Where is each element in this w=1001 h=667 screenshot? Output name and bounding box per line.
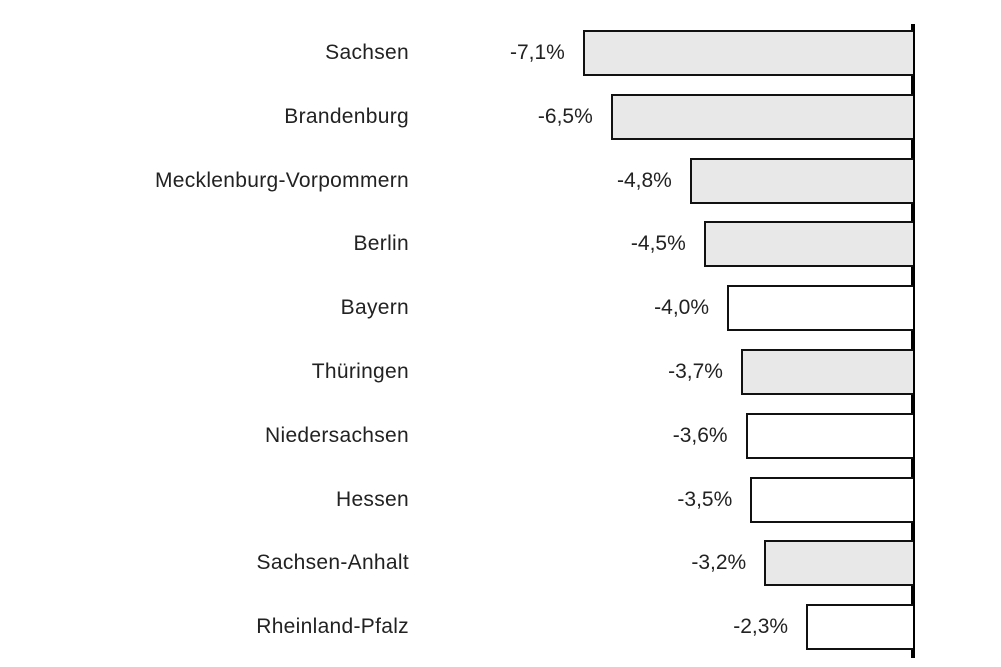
bar [806, 604, 913, 651]
value-label: -7,1% [510, 41, 565, 64]
bar-row: Sachsen -7,1% [0, 28, 1001, 78]
bar-row: Brandenburg -6,5% [0, 92, 1001, 142]
bar-row: Sachsen-Anhalt -3,2% [0, 538, 1001, 588]
bar [703, 221, 913, 268]
value-label: -4,0% [654, 296, 709, 320]
category-label: Brandenburg [284, 104, 409, 128]
value-label: -3,5% [677, 487, 733, 511]
bar [582, 30, 913, 76]
value-label: -3,6% [672, 423, 728, 447]
bar-row: Thüringen -3,7% [0, 347, 1001, 397]
category-label: Thüringen [311, 360, 409, 383]
bar [689, 157, 913, 204]
value-label: -4,5% [630, 232, 686, 256]
category-label: Berlin [353, 232, 409, 256]
value-label: -3,2% [691, 551, 747, 575]
bar [740, 349, 913, 395]
value-label: -3,7% [668, 360, 723, 383]
bar [745, 412, 913, 459]
value-label: -2,3% [733, 615, 789, 639]
bar-row: Bayern -4,0% [0, 283, 1001, 333]
bar [750, 476, 913, 523]
category-label: Rheinland-Pfalz [256, 615, 409, 639]
bar-row: Berlin -4,5% [0, 219, 1001, 269]
category-label: Sachsen [325, 41, 409, 64]
bar-row: Niedersachsen -3,6% [0, 411, 1001, 461]
bar-row: Rheinland-Pfalz -2,3% [0, 602, 1001, 652]
value-label: -6,5% [537, 104, 593, 128]
bar [764, 540, 913, 587]
category-label: Niedersachsen [265, 423, 409, 447]
zero-axis-line [911, 24, 915, 658]
bar [727, 285, 913, 332]
bar-row: Hessen -3,5% [0, 475, 1001, 525]
category-label: Sachsen-Anhalt [256, 551, 409, 575]
bar [610, 93, 913, 140]
category-label: Hessen [335, 487, 409, 511]
category-label: Mecklenburg-Vorpommern [154, 168, 409, 192]
value-label: -4,8% [616, 168, 672, 192]
category-label: Bayern [340, 296, 409, 320]
bar-row: Mecklenburg-Vorpommern -4,8% [0, 156, 1001, 206]
